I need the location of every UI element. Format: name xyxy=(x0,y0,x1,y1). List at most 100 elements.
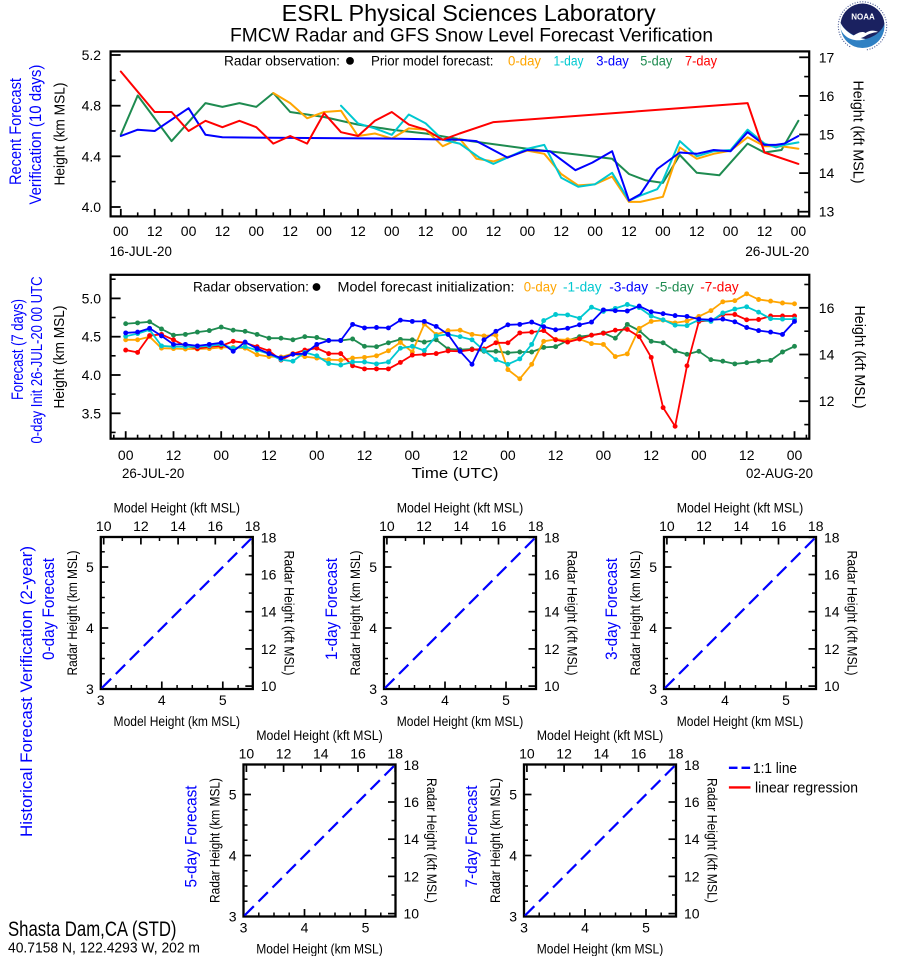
svg-text:3: 3 xyxy=(229,909,237,925)
svg-text:4.0: 4.0 xyxy=(82,199,102,215)
svg-text:Radar Height (kft MSL): Radar Height (kft MSL) xyxy=(424,778,440,903)
svg-text:4.0: 4.0 xyxy=(82,367,102,383)
svg-text:12: 12 xyxy=(643,447,659,463)
svg-text:00: 00 xyxy=(309,447,325,463)
svg-text:4.8: 4.8 xyxy=(82,98,102,114)
svg-text:Radar Height (kft MSL): Radar Height (kft MSL) xyxy=(845,551,861,676)
svg-text:12: 12 xyxy=(757,223,773,239)
svg-text:12: 12 xyxy=(553,223,569,239)
svg-text:Model forecast initialization:: Model forecast initialization: xyxy=(338,280,515,295)
svg-text:4.5: 4.5 xyxy=(82,329,102,345)
svg-text:Radar Height (km MSL): Radar Height (km MSL) xyxy=(347,551,363,676)
svg-text:00: 00 xyxy=(787,447,803,463)
svg-text:18: 18 xyxy=(684,757,700,773)
svg-text:16: 16 xyxy=(819,88,835,104)
svg-text:14: 14 xyxy=(819,347,835,363)
svg-text:5.0: 5.0 xyxy=(82,290,102,306)
svg-text:5.2: 5.2 xyxy=(82,47,102,63)
svg-text:5: 5 xyxy=(369,559,377,575)
svg-text:14: 14 xyxy=(819,165,835,181)
svg-text:Time (UTC): Time (UTC) xyxy=(412,465,499,482)
svg-text:16: 16 xyxy=(491,518,507,534)
svg-text:4: 4 xyxy=(301,919,309,935)
svg-text:FMCW Radar and GFS Snow Level: FMCW Radar and GFS Snow Level Forecast V… xyxy=(230,25,713,47)
svg-text:14: 14 xyxy=(404,831,420,847)
svg-text:26-JUL-20: 26-JUL-20 xyxy=(745,243,809,259)
svg-text:3: 3 xyxy=(509,909,517,925)
svg-text:00: 00 xyxy=(213,447,229,463)
svg-text:00: 00 xyxy=(791,223,807,239)
svg-text:12: 12 xyxy=(696,518,712,534)
svg-text:14: 14 xyxy=(824,604,840,620)
svg-text:17: 17 xyxy=(819,49,835,65)
svg-text:NOAA: NOAA xyxy=(851,13,875,22)
svg-text:10: 10 xyxy=(544,678,560,694)
svg-text:3: 3 xyxy=(97,692,105,708)
svg-text:3: 3 xyxy=(380,692,388,708)
svg-text:12: 12 xyxy=(276,746,292,762)
svg-text:02-AUG-20: 02-AUG-20 xyxy=(746,465,813,481)
svg-text:3: 3 xyxy=(369,681,377,697)
svg-text:4: 4 xyxy=(441,692,449,708)
svg-text:5-day Forecast: 5-day Forecast xyxy=(183,785,201,887)
svg-text:4: 4 xyxy=(229,848,237,864)
svg-text:5: 5 xyxy=(86,559,94,575)
svg-text:linear regression: linear regression xyxy=(755,780,858,796)
svg-text:14: 14 xyxy=(454,518,470,534)
svg-text:4: 4 xyxy=(86,620,94,636)
svg-text:5: 5 xyxy=(509,787,517,803)
svg-text:12: 12 xyxy=(452,447,468,463)
svg-text:14: 14 xyxy=(261,604,277,620)
svg-text:Forecast (7 days): Forecast (7 days) xyxy=(9,299,27,400)
svg-text:18: 18 xyxy=(261,529,277,545)
svg-text:00: 00 xyxy=(587,223,603,239)
svg-text:00: 00 xyxy=(452,223,468,239)
svg-text:Height (kft MSL): Height (kft MSL) xyxy=(851,306,868,409)
svg-text:00: 00 xyxy=(249,223,265,239)
svg-text:15: 15 xyxy=(819,127,835,143)
svg-text:3: 3 xyxy=(86,681,94,697)
svg-text:5-day: 5-day xyxy=(640,53,672,68)
svg-text:Model Height (km MSL): Model Height (km MSL) xyxy=(677,713,804,729)
svg-text:12: 12 xyxy=(416,518,432,534)
svg-text:3-day Forecast: 3-day Forecast xyxy=(603,558,621,660)
svg-text:00: 00 xyxy=(691,447,707,463)
svg-text:16: 16 xyxy=(208,518,224,534)
svg-text:Height (km MSL): Height (km MSL) xyxy=(52,83,69,186)
svg-text:Model Height (km MSL): Model Height (km MSL) xyxy=(256,941,383,956)
svg-text:16: 16 xyxy=(771,518,787,534)
svg-text:12: 12 xyxy=(689,223,705,239)
svg-text:4.4: 4.4 xyxy=(82,148,102,164)
svg-text:4: 4 xyxy=(581,919,589,935)
svg-text:00: 00 xyxy=(655,223,671,239)
svg-text:12: 12 xyxy=(556,746,572,762)
svg-text:18: 18 xyxy=(404,757,420,773)
svg-text:Model Height (km MSL): Model Height (km MSL) xyxy=(114,713,241,729)
svg-text:4: 4 xyxy=(509,848,517,864)
svg-text:18: 18 xyxy=(245,518,261,534)
svg-text:10: 10 xyxy=(404,906,420,922)
svg-text:12: 12 xyxy=(544,641,560,657)
svg-text:12: 12 xyxy=(819,393,835,409)
svg-text:Radar Height (km MSL): Radar Height (km MSL) xyxy=(207,778,223,903)
svg-text:1-day: 1-day xyxy=(554,53,584,68)
svg-text:18: 18 xyxy=(824,529,840,545)
svg-text:12: 12 xyxy=(418,223,434,239)
svg-text:Height (kft MSL): Height (kft MSL) xyxy=(850,81,867,184)
svg-text:00: 00 xyxy=(113,223,129,239)
svg-text:5: 5 xyxy=(782,692,790,708)
svg-text:0-day: 0-day xyxy=(508,53,541,68)
svg-text:-3-day: -3-day xyxy=(609,280,648,295)
svg-text:7-day: 7-day xyxy=(685,53,717,68)
svg-text:Model Height (km MSL): Model Height (km MSL) xyxy=(397,713,524,729)
svg-text:5: 5 xyxy=(219,692,227,708)
svg-text:0-day Forecast: 0-day Forecast xyxy=(40,558,58,660)
svg-text:16: 16 xyxy=(261,567,277,583)
svg-text:14: 14 xyxy=(544,604,560,620)
svg-text:Radar Height (kft MSL): Radar Height (kft MSL) xyxy=(565,551,581,676)
svg-text:Model Height (kft MSL): Model Height (kft MSL) xyxy=(114,500,241,516)
svg-text:00: 00 xyxy=(316,223,332,239)
svg-text:12: 12 xyxy=(215,223,231,239)
svg-text:Historical Forecast Verificati: Historical Forecast Verification (2-year… xyxy=(17,546,36,837)
svg-text:3: 3 xyxy=(520,919,528,935)
